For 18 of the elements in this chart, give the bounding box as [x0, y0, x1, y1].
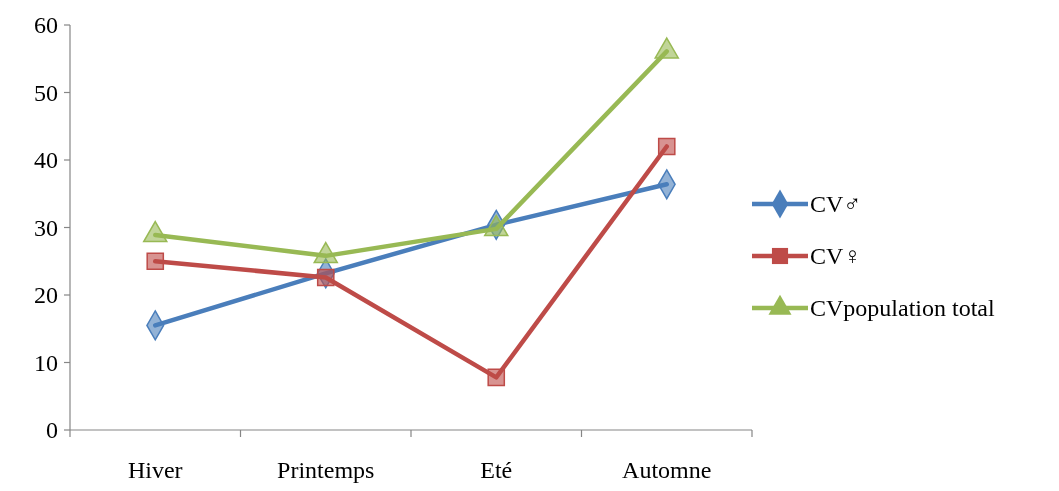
- point: [146, 252, 165, 271]
- x-tick-label: Printemps: [277, 457, 375, 483]
- legend-label: CV♂: [810, 191, 862, 218]
- y-tick-label: 60: [34, 12, 58, 39]
- y-tick-label: 10: [34, 349, 58, 376]
- y-tick-label: 0: [46, 417, 58, 444]
- x-tick-label: Eté: [480, 457, 513, 483]
- point: [487, 368, 506, 387]
- point: [316, 268, 335, 287]
- y-tick-label: 30: [34, 214, 58, 241]
- point: [657, 137, 676, 156]
- legend-label: CV♀: [810, 243, 862, 270]
- legend-label: CVpopulation total: [810, 295, 995, 322]
- y-tick-label: 50: [34, 79, 58, 106]
- x-tick-label: Hiver: [127, 457, 183, 483]
- y-tick-label: 20: [34, 282, 58, 309]
- y-tick-label: 40: [34, 147, 58, 174]
- x-tick-label: Automne: [622, 457, 712, 483]
